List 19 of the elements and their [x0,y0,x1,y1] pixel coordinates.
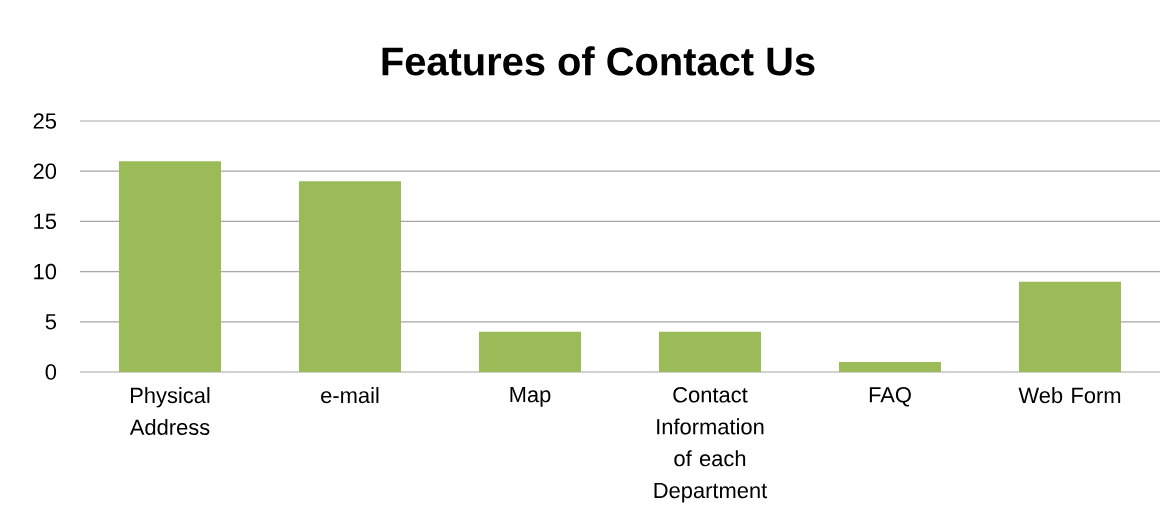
x-tick-label: Web Form [1018,387,1121,404]
bar [1019,281,1121,372]
bar [659,331,761,372]
x-tick-label: e-mail [321,387,379,404]
bar [299,181,401,372]
x-tick-label: Contact Information of each Department [654,387,768,503]
y-tick-label: 5 [45,314,57,330]
y-tick-label: 0 [45,364,57,380]
bar [839,361,941,372]
x-tick-label: Map [510,387,551,407]
y-tick-label: 20 [33,163,57,179]
y-tick-label: 25 [33,113,57,129]
x-tick-label: FAQ [869,387,911,407]
bar [119,161,221,372]
y-tick-label: 10 [34,263,57,280]
x-tick-label: Physical Address [129,387,210,436]
chart-title: Features of Contact Us [382,46,815,76]
y-tick-label: 15 [34,213,57,230]
bar [479,331,581,372]
